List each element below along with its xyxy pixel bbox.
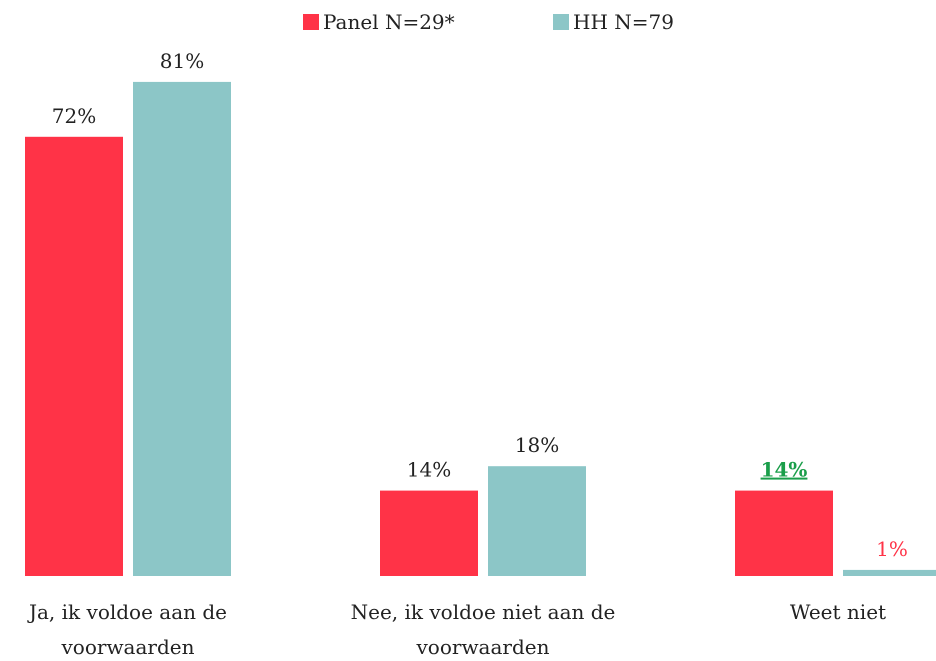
bar — [843, 569, 936, 576]
x-tick-label: Nee, ik voldoe niet aan de voorwaarden — [350, 600, 616, 659]
value-label: 1% — [876, 537, 908, 561]
bar — [133, 81, 231, 577]
value-label: 14% — [407, 458, 451, 482]
value-label: 14% — [761, 458, 808, 482]
bar — [488, 466, 586, 576]
value-label: 72% — [52, 104, 96, 128]
legend-label: Panel N=29* — [323, 10, 455, 34]
bar — [380, 490, 478, 576]
bar — [735, 490, 833, 576]
x-tick-label: Ja, ik voldoe aan de voorwaarden — [28, 600, 228, 659]
x-tick-label: Weet niet — [789, 600, 887, 624]
value-label: 81% — [160, 49, 204, 73]
value-label: 18% — [515, 433, 559, 457]
legend-label: HH N=79 — [573, 10, 674, 34]
bar — [25, 136, 123, 577]
legend-swatch — [553, 14, 569, 30]
legend-swatch — [303, 14, 319, 30]
